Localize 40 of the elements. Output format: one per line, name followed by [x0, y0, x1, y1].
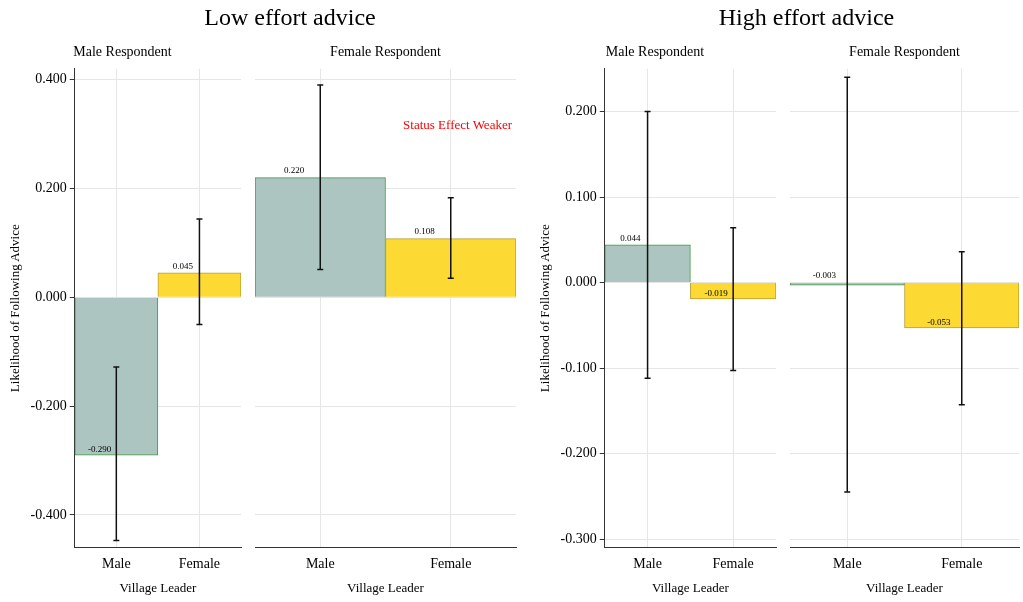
- x-tick-label: Male: [101, 555, 131, 571]
- y-tick-label: -0.100: [560, 359, 597, 375]
- data-label: 0.220: [284, 165, 305, 176]
- data-label: -0.003: [812, 270, 837, 281]
- chart-subtitle: Male Respondent: [73, 44, 172, 60]
- x-axis-title: Village Leader: [651, 579, 730, 595]
- y-tick-label: -0.200: [30, 397, 67, 413]
- x-tick-label: Female: [941, 555, 983, 571]
- y-tick-label: -0.400: [30, 506, 67, 522]
- data-label: -0.290: [88, 443, 112, 454]
- y-tick-label: -0.300: [560, 530, 597, 546]
- x-tick-label: Male: [633, 555, 662, 571]
- x-axis-title: Village Leader: [866, 579, 944, 595]
- y-tick-label: 0.200: [35, 180, 67, 196]
- chart-subtitle: Male Respondent: [605, 44, 705, 60]
- data-label: 0.044: [620, 232, 642, 243]
- chart-subtitle: Female Respondent: [330, 44, 442, 60]
- y-tick-label: 0.400: [35, 71, 67, 87]
- chart-subtitle: Female Respondent: [849, 44, 961, 60]
- x-tick-label: Female: [178, 555, 221, 571]
- data-label: 0.045: [172, 260, 194, 271]
- y-tick-label: 0.100: [565, 188, 597, 204]
- annotation: Status Effect Weaker: [403, 116, 513, 132]
- y-axis-title: Likelihood of Following Advice: [537, 224, 553, 393]
- x-tick-label: Female: [712, 555, 754, 571]
- y-tick-label: 0.200: [565, 103, 597, 119]
- data-label: -0.053: [927, 316, 951, 327]
- data-label: 0.108: [414, 226, 436, 237]
- x-tick-label: Female: [430, 555, 472, 571]
- y-axis-title: Likelihood of Following Advice: [7, 224, 23, 393]
- y-tick-label: -0.200: [560, 445, 597, 461]
- text: Low effort advice: [203, 3, 377, 32]
- data-label: -0.019: [704, 287, 729, 298]
- y-tick-label: 0.000: [565, 274, 597, 290]
- y-tick-label: 0.000: [35, 288, 67, 304]
- x-tick-label: Male: [832, 555, 862, 571]
- chart-title: High effort advice: [717, 3, 896, 32]
- x-axis-title: Village Leader: [119, 579, 197, 595]
- x-axis-title: Village Leader: [347, 579, 425, 595]
- x-tick-label: Male: [305, 555, 335, 571]
